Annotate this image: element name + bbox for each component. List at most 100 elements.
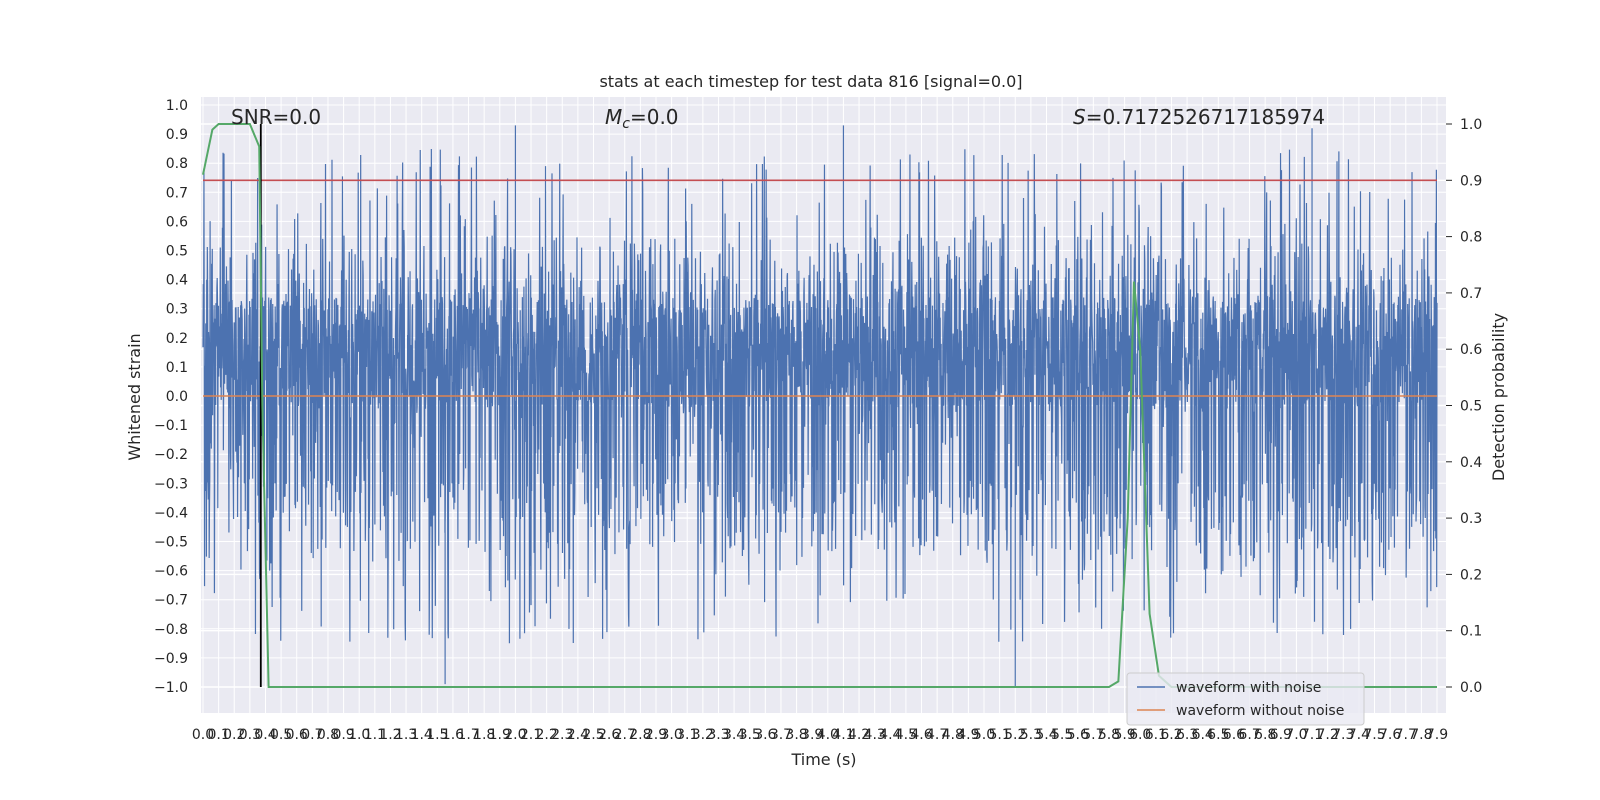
x-tick-label: 7.3 — [1332, 727, 1354, 743]
x-tick-label: 0.6 — [286, 727, 308, 743]
x-tick-label: 5.6 — [1067, 727, 1089, 743]
legend-label-noise: waveform with noise — [1176, 680, 1321, 696]
x-tick-label: 3.3 — [707, 727, 729, 743]
y2-axis-label: Detection probability — [1489, 313, 1508, 481]
x-tick-label: 0.5 — [270, 727, 292, 743]
y-axis-ticks: 1.0 0.9 0.8 0.7 0.6 0.5 0.4 0.3 0.2 0.1 0.0 −0.1 −0.… — [154, 98, 188, 696]
y-tick-label: 0.4 — [166, 273, 188, 289]
y-axis-label: Whitened strain — [125, 333, 144, 460]
mc-subscript: c — [622, 116, 630, 132]
detection-probability-line — [202, 123, 1437, 688]
x-tick-label: 6.4 — [1192, 727, 1214, 743]
overlay-lines — [202, 123, 1437, 688]
mc-symbol: M — [605, 105, 622, 129]
y-tick-label: −0.6 — [154, 564, 188, 580]
x-tick-label: 6.7 — [1238, 727, 1260, 743]
y-tick-label: −0.8 — [154, 622, 188, 638]
y2-tick-label: 0.7 — [1460, 286, 1482, 302]
x-tick-label: 1.1 — [364, 727, 386, 743]
x-tick-label: 7.1 — [1301, 727, 1323, 743]
x-tick-label: 1.6 — [442, 727, 464, 743]
x-tick-label: 5.7 — [1082, 727, 1104, 743]
x-tick-label: 6.9 — [1270, 727, 1292, 743]
y-tick-label: −0.1 — [154, 418, 188, 434]
x-tick-label: 4.4 — [879, 727, 901, 743]
x-tick-label: 3.9 — [801, 727, 823, 743]
y2-tick-label: 0.0 — [1460, 680, 1482, 696]
x-tick-label: 4.6 — [910, 727, 932, 743]
x-tick-label: 6.6 — [1223, 727, 1245, 743]
x-tick-label: 5.2 — [1004, 727, 1026, 743]
x-tick-label: 4.2 — [848, 727, 870, 743]
x-tick-label: 1.3 — [395, 727, 417, 743]
x-tick-label: 5.3 — [1020, 727, 1042, 743]
x-tick-label: 6.5 — [1207, 727, 1229, 743]
x-tick-label: 3.4 — [723, 727, 745, 743]
chirp-mass-annotation: Mc=0.0 — [605, 105, 679, 132]
y2-tick-label: 0.5 — [1460, 399, 1482, 415]
y-tick-label: 0.1 — [166, 360, 188, 376]
x-tick-label: 2.6 — [598, 727, 620, 743]
x-tick-label: 2.2 — [536, 727, 558, 743]
x-tick-label: 0.7 — [301, 727, 323, 743]
x-tick-label: 5.0 — [973, 727, 995, 743]
y2-tick-label: 0.2 — [1460, 567, 1482, 583]
x-tick-label: 3.2 — [692, 727, 714, 743]
y-tick-label: −1.0 — [154, 680, 188, 696]
x-tick-label: 2.8 — [629, 727, 651, 743]
x-tick-label: 1.9 — [489, 727, 511, 743]
x-tick-label: 1.8 — [473, 727, 495, 743]
x-tick-label: 6.2 — [1160, 727, 1182, 743]
x-tick-label: 2.1 — [520, 727, 542, 743]
x-tick-label: 2.5 — [582, 727, 604, 743]
series-waveform-with-noise — [202, 125, 1438, 687]
x-tick-label: 3.5 — [739, 727, 761, 743]
y-tick-label: −0.9 — [154, 651, 188, 667]
x-tick-label: 5.1 — [989, 727, 1011, 743]
s-value: =0.7172526717185974 — [1086, 105, 1325, 129]
y2-tick-label: 0.9 — [1460, 173, 1482, 189]
y2-tick-label: 1.0 — [1460, 117, 1482, 133]
x-tick-label: 4.7 — [926, 727, 948, 743]
x-tick-label: 7.7 — [1395, 727, 1417, 743]
x-tick-label: 3.8 — [785, 727, 807, 743]
mc-value: =0.0 — [630, 105, 679, 129]
x-tick-label: 7.4 — [1348, 727, 1370, 743]
x-tick-label: 2.4 — [567, 727, 589, 743]
y-tick-label: 0.7 — [166, 185, 188, 201]
y2-tick-label: 0.4 — [1460, 455, 1482, 471]
x-tick-label: 5.9 — [1113, 727, 1135, 743]
x-tick-label: 6.8 — [1254, 727, 1276, 743]
x-tick-label: 4.0 — [817, 727, 839, 743]
snr-annotation: SNR=0.0 — [231, 105, 321, 129]
x-tick-label: 6.3 — [1176, 727, 1198, 743]
x-tick-label: 4.9 — [957, 727, 979, 743]
x-tick-label: 0.9 — [332, 727, 354, 743]
x-tick-label: 4.8 — [942, 727, 964, 743]
y-tick-label: −0.3 — [154, 476, 188, 492]
legend-box — [1126, 672, 1365, 726]
y-tick-label: −0.5 — [154, 535, 188, 551]
x-axis-ticks: 0.00.10.20.30.40.50.60.70.80.91.01.11.21… — [192, 727, 1448, 743]
y2-tick-label: 0.6 — [1460, 342, 1482, 358]
y-tick-label: −0.2 — [154, 447, 188, 463]
y-tick-label: 0.9 — [166, 127, 188, 143]
legend-label-clean: waveform without noise — [1176, 703, 1344, 719]
x-tick-label: 0.2 — [223, 727, 245, 743]
y2-tick-label: 0.1 — [1460, 624, 1482, 640]
x-tick-label: 1.4 — [411, 727, 433, 743]
x-tick-label: 1.5 — [426, 727, 448, 743]
x-tick-label: 4.1 — [832, 727, 854, 743]
y-tick-label: 0.5 — [166, 244, 188, 260]
s-symbol: S — [1073, 105, 1086, 129]
x-tick-label: 3.7 — [770, 727, 792, 743]
x-tick-label: 0.0 — [192, 727, 214, 743]
x-tick-label: 1.2 — [379, 727, 401, 743]
y2-axis-ticks: 1.0 0.9 0.8 0.7 0.6 0.5 0.4 0.3 0.2 0.1 0.0 — [1446, 117, 1482, 696]
legend: waveform with noise waveform without noi… — [1126, 672, 1365, 726]
x-axis-label: Time (s) — [790, 750, 856, 769]
x-tick-label: 5.4 — [1035, 727, 1057, 743]
x-tick-label: 3.6 — [754, 727, 776, 743]
x-tick-label: 5.5 — [1051, 727, 1073, 743]
